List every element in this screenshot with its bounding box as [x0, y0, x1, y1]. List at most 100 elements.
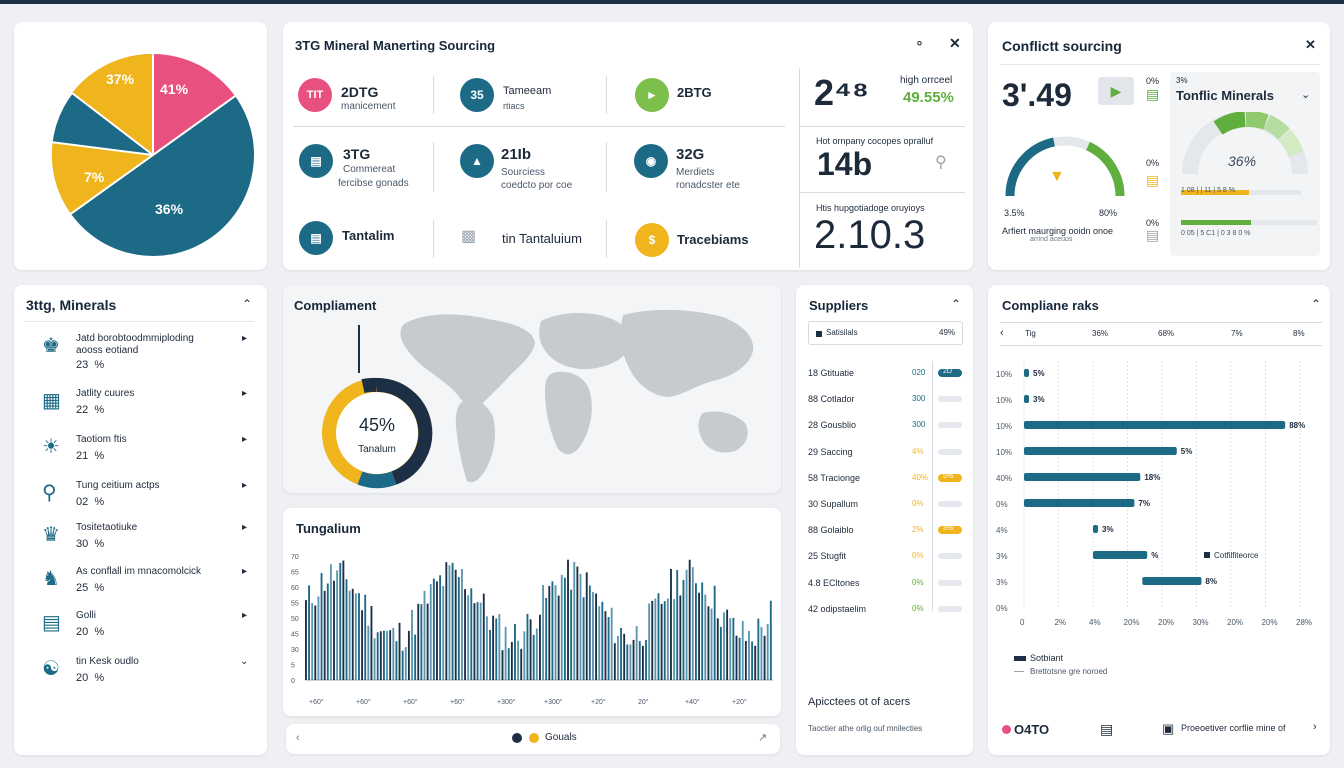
tungsten-bar[interactable]	[598, 606, 601, 680]
tungsten-bar[interactable]	[673, 599, 676, 680]
tungsten-bar[interactable]	[688, 559, 691, 680]
tungsten-bar[interactable]	[395, 641, 398, 680]
tungsten-bar[interactable]	[308, 585, 310, 680]
close-icon[interactable]: ✕	[1305, 37, 1316, 52]
tungsten-bar[interactable]	[744, 640, 747, 680]
tungsten-bar[interactable]	[370, 606, 373, 680]
chevron-right-icon[interactable]: ▸	[242, 522, 248, 533]
tungsten-bar[interactable]	[326, 583, 329, 680]
tungsten-bar[interactable]	[766, 623, 769, 680]
supplier-row[interactable]: 42 odipstaelim 0%	[796, 604, 973, 624]
tungsten-bar[interactable]	[588, 585, 591, 680]
tungsten-bar[interactable]	[386, 630, 388, 680]
tungsten-bar[interactable]	[467, 595, 470, 680]
tungsten-bar[interactable]	[726, 609, 729, 680]
tungsten-bar[interactable]	[383, 630, 385, 680]
mineral-row[interactable]: ▤ Golli 20 % ▸	[24, 608, 254, 648]
risk-bar[interactable]	[1024, 447, 1177, 455]
chevron-right-icon[interactable]: ›	[1313, 721, 1317, 733]
tungsten-bar[interactable]	[532, 634, 535, 680]
tungsten-bar[interactable]	[660, 603, 663, 680]
tungsten-bar[interactable]	[735, 635, 738, 680]
tungsten-bar[interactable]	[754, 645, 757, 680]
tungsten-bar[interactable]	[663, 601, 666, 680]
tungsten-bar[interactable]	[704, 594, 707, 680]
tungsten-bar[interactable]	[539, 614, 541, 680]
tungsten-bar[interactable]	[432, 578, 435, 680]
supplier-row[interactable]: 28 Gousblio 300	[796, 420, 973, 440]
tungsten-bar[interactable]	[748, 630, 750, 680]
chevron-down-icon[interactable]: ⌄	[1301, 89, 1311, 101]
tungsten-bar[interactable]	[498, 614, 501, 680]
tungsten-bar[interactable]	[470, 588, 473, 680]
tungsten-bar[interactable]	[429, 584, 432, 680]
tungsten-bar[interactable]	[404, 647, 407, 680]
tungsten-bar[interactable]	[629, 644, 632, 680]
tungsten-bar[interactable]	[529, 619, 532, 680]
tungsten-bar[interactable]	[482, 593, 485, 680]
chevron-up-icon[interactable]: ⌃	[951, 297, 962, 311]
tungsten-bar[interactable]	[592, 591, 594, 680]
tungsten-bar[interactable]	[348, 590, 351, 680]
pie-slice-yellow-top[interactable]	[72, 53, 153, 155]
tungsten-bar[interactable]	[517, 640, 520, 680]
tungsten-bar[interactable]	[305, 600, 307, 680]
tungsten-bar[interactable]	[676, 570, 679, 680]
tungsten-bar[interactable]	[523, 631, 526, 680]
mineral-row[interactable]: ♞ As conflall im mnacomolcick 25 % ▸	[24, 564, 254, 604]
tungsten-bar[interactable]	[685, 569, 688, 680]
close-icon[interactable]: ✕	[949, 35, 961, 51]
risk-bar[interactable]	[1024, 473, 1141, 481]
tungsten-bar[interactable]	[398, 622, 401, 680]
chevron-left-icon[interactable]: ‹	[1000, 327, 1004, 339]
tungsten-bar[interactable]	[760, 626, 763, 680]
mineral-row[interactable]: ☯ tin Kesk oudlo 20 % ⌄	[24, 654, 254, 694]
tungsten-bar[interactable]	[473, 603, 476, 680]
tungsten-bar[interactable]	[407, 630, 410, 680]
tungsten-bar[interactable]	[623, 633, 626, 680]
tungsten-bar[interactable]	[595, 593, 598, 680]
tungsten-bar[interactable]	[548, 585, 551, 680]
tungsten-bar[interactable]	[645, 639, 647, 680]
play-button[interactable]: ▶	[1098, 77, 1134, 105]
tungsten-bar[interactable]	[698, 592, 700, 680]
tungsten-bar[interactable]	[423, 590, 426, 680]
tungsten-bar[interactable]	[701, 582, 704, 680]
risk-bar[interactable]	[1024, 395, 1029, 403]
supplier-row[interactable]: 58 Tracionge 40% 5%	[796, 473, 973, 493]
tungsten-bar[interactable]	[339, 562, 342, 680]
tungsten-bar[interactable]	[691, 567, 694, 680]
tungsten-bar[interactable]	[635, 626, 638, 680]
pie-slice-pink[interactable]	[153, 53, 236, 155]
tungsten-bar[interactable]	[579, 573, 582, 680]
tungsten-bar[interactable]	[738, 637, 741, 680]
tungsten-bar[interactable]	[542, 584, 544, 680]
risk-bar[interactable]	[1024, 369, 1029, 377]
chevron-right-icon[interactable]: ▸	[242, 333, 248, 344]
tungsten-bar[interactable]	[420, 604, 423, 680]
tungsten-bar[interactable]	[573, 561, 576, 680]
supplier-row[interactable]: 25 Stugfit 0%	[796, 551, 973, 571]
tungsten-bar[interactable]	[710, 608, 713, 680]
chevron-up-icon[interactable]: ⌃	[242, 297, 253, 311]
tungsten-bar[interactable]	[358, 593, 360, 680]
tungsten-bar[interactable]	[651, 600, 654, 680]
tungsten-bar[interactable]	[457, 577, 460, 680]
tungsten-bar[interactable]	[314, 605, 317, 680]
tungsten-bar[interactable]	[763, 635, 766, 680]
chevron-right-icon[interactable]: ▸	[242, 566, 248, 577]
tungsten-bar[interactable]	[769, 600, 772, 680]
export-icon[interactable]: ▣	[1162, 721, 1175, 736]
tungsten-bar[interactable]	[351, 588, 354, 680]
tungsten-bar[interactable]	[389, 630, 392, 680]
tungsten-bar[interactable]	[401, 650, 404, 680]
tungsten-bar[interactable]	[757, 618, 760, 680]
tungsten-bar[interactable]	[716, 618, 719, 680]
tungsten-bar[interactable]	[557, 595, 560, 680]
tungsten-bar[interactable]	[317, 596, 320, 680]
chevron-right-icon[interactable]: ▸	[242, 480, 248, 491]
tungsten-bar[interactable]	[451, 562, 454, 680]
tungsten-bar[interactable]	[610, 607, 613, 680]
tungsten-bar[interactable]	[311, 602, 314, 680]
minerals-dropdown[interactable]: Tonflic Minerals	[1176, 88, 1274, 103]
